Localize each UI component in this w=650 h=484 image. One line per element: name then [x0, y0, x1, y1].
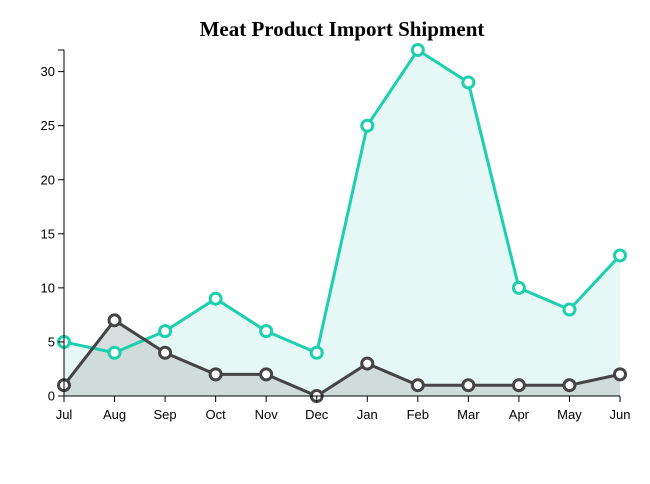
series-1-point — [259, 324, 274, 339]
series-2-area — [64, 320, 620, 396]
x-tick-label: Jul — [56, 407, 73, 422]
y-tick-label: 5 — [48, 334, 55, 349]
series-layer — [57, 43, 627, 403]
y-tick-label: 0 — [48, 389, 55, 404]
y-tick-label: 30 — [41, 64, 55, 79]
series-2-point — [259, 367, 274, 382]
y-tick-label: 20 — [41, 172, 55, 187]
x-tick-label: Dec — [305, 407, 329, 422]
y-tick-label: 10 — [41, 280, 55, 295]
series-1-point — [613, 248, 627, 263]
series-1-point — [511, 280, 526, 295]
series-2-point — [613, 367, 627, 382]
x-tick-label: May — [557, 407, 582, 422]
x-tick-label: Aug — [103, 407, 126, 422]
series-1-point — [360, 118, 375, 133]
series-1-point — [562, 302, 577, 317]
x-tick-label: Oct — [206, 407, 227, 422]
y-tick-label: 15 — [41, 226, 55, 241]
series-2-point — [360, 356, 375, 371]
chart-title: Meat Product Import Shipment — [200, 17, 485, 41]
series-2-point — [107, 313, 122, 328]
series-2-point — [410, 378, 425, 393]
series-2-point — [208, 367, 223, 382]
series-1-point — [461, 75, 476, 90]
series-1-point — [107, 345, 122, 360]
series-1-point — [410, 43, 425, 57]
axes: 0 5 10 15 20 25 30 Jul Aug Sep Oct Nov Dec Jan Feb Mar A… — [41, 49, 631, 422]
series-1-point — [208, 291, 223, 306]
x-tick-label: Sep — [154, 407, 177, 422]
series-2-point — [511, 378, 526, 393]
series-2-point — [562, 378, 577, 393]
series-2-point — [461, 378, 476, 393]
x-tick-label: Nov — [255, 407, 279, 422]
x-tick-label: Jun — [610, 407, 631, 422]
series-1-point — [158, 324, 173, 339]
series-1-point — [309, 345, 324, 360]
series-2-point — [158, 345, 173, 360]
series-2-line — [62, 318, 621, 398]
x-tick-label: Mar — [457, 407, 480, 422]
x-tick-label: Feb — [407, 407, 429, 422]
y-tick-label: 25 — [41, 118, 55, 133]
series-1-line — [63, 47, 622, 355]
x-tick-label: Apr — [509, 407, 530, 422]
x-tick-label: Jan — [357, 407, 378, 422]
